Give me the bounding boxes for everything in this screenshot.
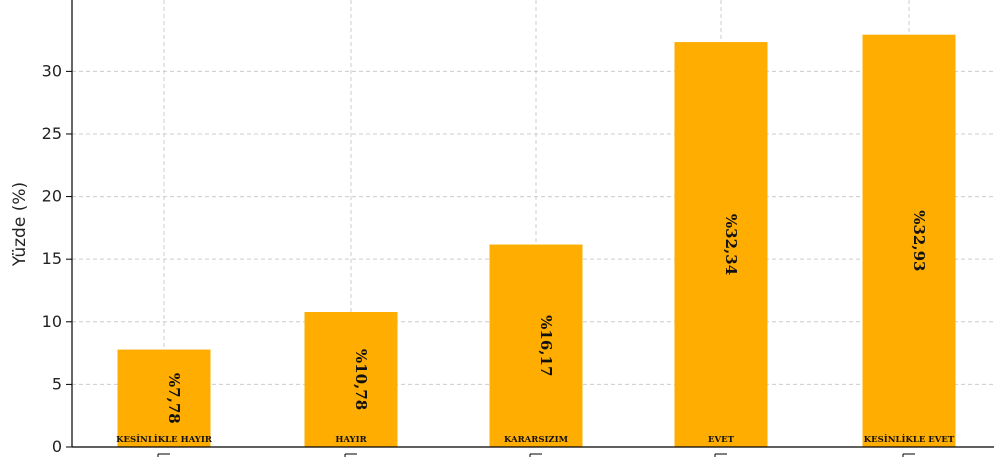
y-tick-label: 10	[42, 312, 62, 331]
y-tick-label: 0	[52, 437, 62, 456]
bar-value-label: %7,78	[165, 373, 183, 424]
bar	[862, 34, 956, 447]
y-tick-label: 30	[42, 61, 62, 80]
bar	[674, 42, 768, 447]
bar-value-label: %16,17	[537, 315, 555, 376]
category-label: KARARSIZIM	[504, 435, 569, 445]
bar	[117, 349, 211, 447]
category-label: KESİNLİKLE EVET	[864, 432, 955, 445]
category-label: EVET	[708, 435, 735, 445]
y-ticks-group: 0 5 10 15 20 25 30	[42, 61, 72, 456]
bar-value-label: %10,78	[352, 349, 370, 410]
category-label: KESİNLİKLE HAYIR	[116, 432, 213, 445]
y-axis-label: Yüzde (%)	[10, 182, 30, 267]
category-label: HAYIR	[335, 435, 367, 445]
y-tick-label: 5	[52, 374, 62, 393]
y-tick-label: 15	[42, 249, 62, 268]
bar-value-label: %32,34	[722, 214, 740, 275]
y-tick-label: 25	[42, 124, 62, 143]
y-tick-label: 20	[42, 187, 62, 206]
bar	[489, 244, 583, 447]
bar-value-label: %32,93	[910, 210, 928, 271]
axes-group	[71, 0, 994, 448]
bars-group: %7,78 %10,78 %16,17 %32,34 %32,93	[117, 34, 956, 447]
bar	[304, 312, 398, 447]
x-ticks-group: KESİNLİKLE HAYIR HAYIR KARARSIZIM EVET KESİN…	[116, 432, 955, 457]
